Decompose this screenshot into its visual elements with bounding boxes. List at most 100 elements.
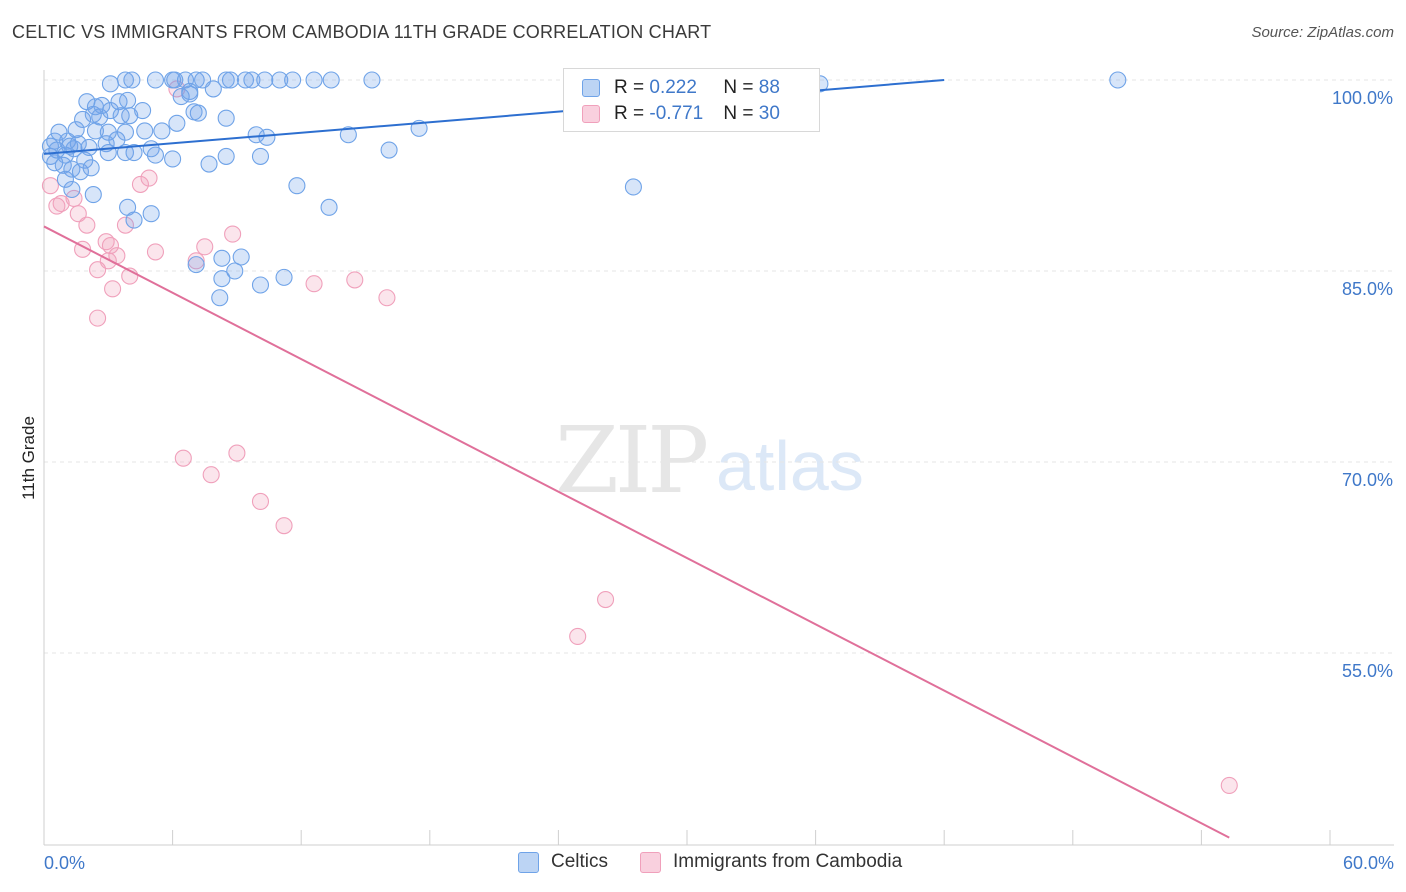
celtics-point [217,147,235,165]
cambodia-point [69,205,87,223]
celtics-point [74,110,92,129]
celtics-point [93,96,111,115]
watermark-atlas: atlas [716,427,864,505]
celtics-point [125,144,143,162]
cambodia-point [275,517,293,535]
celtics-point [136,122,154,140]
celtics-point [71,163,89,181]
celtics-point [146,71,165,89]
cambodia-point [346,271,364,289]
cambodia-trend-line [43,225,1230,839]
celtics-point [305,71,323,89]
celtics-point [84,186,102,204]
celtics-point [204,80,222,98]
cambodia-point [89,309,107,327]
celtics-point [211,289,229,307]
celtics-point [63,180,81,199]
celtics-point [134,102,152,120]
r-value-cambodia: -0.771 [649,103,704,124]
celtics-point [320,198,338,216]
cambodia-point [187,252,205,270]
legend-item-cambodia[interactable]: Immigrants from Cambodia [640,851,902,873]
celtics-point [232,248,250,266]
r-value-celtics: 0.222 [649,77,697,98]
celtics-point [275,268,293,286]
celtics-point [82,159,100,177]
celtics-point [213,249,231,267]
source-credit: Source: ZipAtlas.com [1251,24,1394,41]
celtics-point [226,262,244,280]
chart-title: CELTIC VS IMMIGRANTS FROM CAMBODIA 11TH … [12,22,712,42]
y-tick-label: 85.0% [1342,279,1393,299]
celtics-point [142,205,160,223]
cambodia-point [146,243,165,261]
y-tick-labels: 100.0% 85.0% 70.0% 55.0% [1332,88,1393,681]
cambodia-point [305,275,323,293]
celtics-point [168,114,186,132]
n-label: N = [723,77,759,98]
celtics-point [80,138,98,157]
celtics-point [153,122,171,140]
axes [43,70,1394,846]
celtics-point [217,71,235,89]
celtics-point [86,122,104,140]
celtics-point [146,146,165,164]
celtics-point [125,211,143,229]
cambodia-point [52,194,70,213]
celtics-point [258,128,276,146]
cambodia-point [140,169,158,187]
cambodia-point [228,444,246,462]
celtics-point [101,102,119,120]
celtics-point [50,123,68,141]
cambodia-point [116,216,134,234]
celtics-point [288,177,306,195]
celtics-point [54,156,72,174]
cambodia-point [251,492,270,511]
celtics-point [119,91,137,109]
celtics-point [99,123,117,141]
cambodia-point [131,175,149,193]
series-legend: Celtics Immigrants from Cambodia [518,851,934,873]
celtics-point [116,71,134,89]
y-tick-label: 70.0% [1342,470,1393,490]
celtics-legend-swatch [518,851,539,873]
celtics-point [247,126,265,144]
celtics-point [284,71,302,89]
r-label: R = [614,77,650,98]
celtics-point [67,121,85,139]
celtics-point [56,170,74,188]
celtics-point [181,85,199,103]
celtics-point [217,109,235,127]
cambodia-point [104,280,122,298]
celtics-point [339,126,357,144]
celtics-point [200,155,218,173]
n-label: N = [723,103,759,124]
r-label: R = [614,103,650,124]
celtics-swatch [582,79,600,97]
celtics-point [236,71,255,89]
celtics-point [164,150,182,168]
x-ticks [172,830,1331,845]
cambodia-point [224,225,242,243]
stats-row-cambodia: R = -0.771 N = 30 [582,102,780,126]
legend-item-celtics[interactable]: Celtics [518,851,608,873]
y-axis-label: 11th Grade [19,416,38,500]
celtics-point [380,141,398,159]
n-value-celtics: 88 [758,77,780,98]
celtics-point [101,75,119,93]
cambodia-legend-swatch [640,851,662,873]
celtics-point [251,147,270,165]
cambodia-point [1220,776,1238,794]
cambodia-point [196,238,214,256]
cambodia-point [101,236,119,255]
x-tick-label-max: 60.0% [1343,853,1394,873]
y-tick-label: 100.0% [1332,88,1393,108]
stats-row-celtics: R = 0.222 N = 88 [582,76,780,100]
celtics-point [123,71,141,89]
celtics-point [116,144,134,162]
cambodia-point [41,177,59,195]
celtics-point [1109,71,1127,89]
celtics-point [213,270,231,288]
celtics-point [187,256,205,274]
